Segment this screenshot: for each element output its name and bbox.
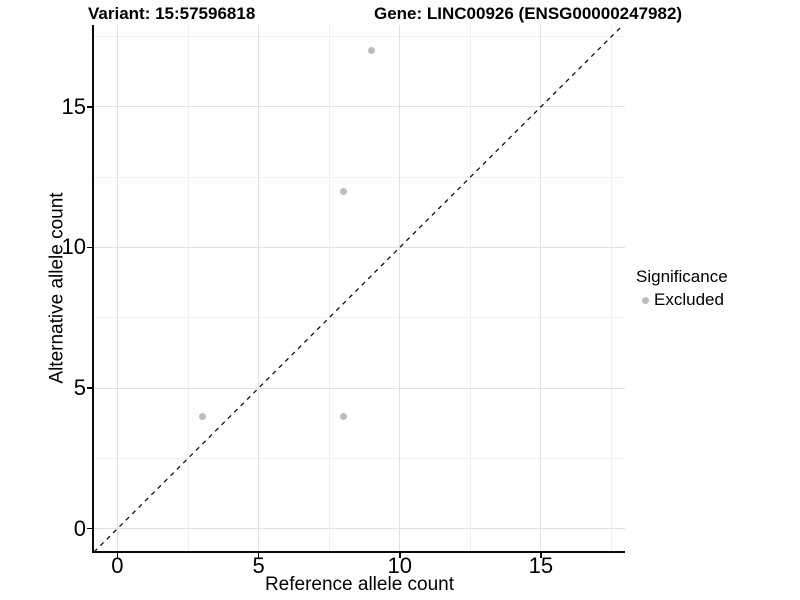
y-tick-label: 15 — [61, 93, 86, 119]
y-tick-mark — [86, 387, 93, 389]
y-axis-line — [92, 25, 94, 553]
x-tick-label: 10 — [387, 553, 412, 578]
y-tick-label: 0 — [73, 515, 86, 541]
y-tick-mark — [86, 246, 93, 249]
variant-title: Variant: 15:57596818 — [88, 4, 256, 23]
y-tick-label: 5 — [73, 375, 86, 401]
x-tick-label: 0 — [111, 553, 124, 578]
y-tick-mark — [86, 527, 93, 530]
gridline-minor-v — [469, 25, 471, 552]
x-tick-mark — [116, 552, 119, 559]
legend-item-label: Excluded — [654, 290, 724, 309]
gridline-major-v — [540, 25, 542, 552]
x-axis-line — [92, 551, 626, 553]
gene-title: Gene: LINC00926 (ENSG00000247982) — [374, 4, 683, 23]
plot-panel — [94, 25, 625, 552]
gridline-major-v — [399, 25, 401, 552]
gridline-minor-h — [94, 457, 625, 459]
x-axis-title: Reference allele count — [264, 574, 455, 595]
gridline-minor-h — [94, 36, 625, 38]
x-tick-label: 5 — [252, 553, 265, 578]
gridline-minor-v — [610, 25, 612, 552]
gridline-major-v — [116, 25, 118, 552]
legend: Significance Excluded — [636, 267, 728, 310]
data-point — [198, 412, 206, 420]
gridline-major-h — [94, 528, 625, 530]
gridline-minor-v — [187, 25, 189, 552]
data-point — [339, 412, 347, 420]
gridline-minor-h — [94, 317, 625, 319]
gridline-major-v — [258, 25, 260, 552]
x-tick-mark — [399, 552, 401, 559]
legend-item-excluded: Excluded — [636, 290, 728, 310]
legend-title: Significance — [636, 267, 728, 286]
x-tick-mark — [257, 552, 260, 559]
y-tick-label: 10 — [61, 234, 86, 260]
data-point — [339, 187, 347, 195]
data-point — [367, 47, 375, 55]
y-tick-mark — [86, 106, 93, 108]
x-tick-mark — [540, 552, 542, 559]
gridline-minor-h — [94, 176, 625, 178]
excluded-point-icon — [642, 296, 649, 304]
gridline-minor-v — [328, 25, 330, 552]
gridline-major-h — [94, 246, 625, 248]
x-tick-label: 15 — [528, 553, 554, 578]
gridline-major-h — [94, 387, 625, 389]
gridline-major-h — [94, 106, 625, 108]
identity-line — [94, 25, 624, 552]
